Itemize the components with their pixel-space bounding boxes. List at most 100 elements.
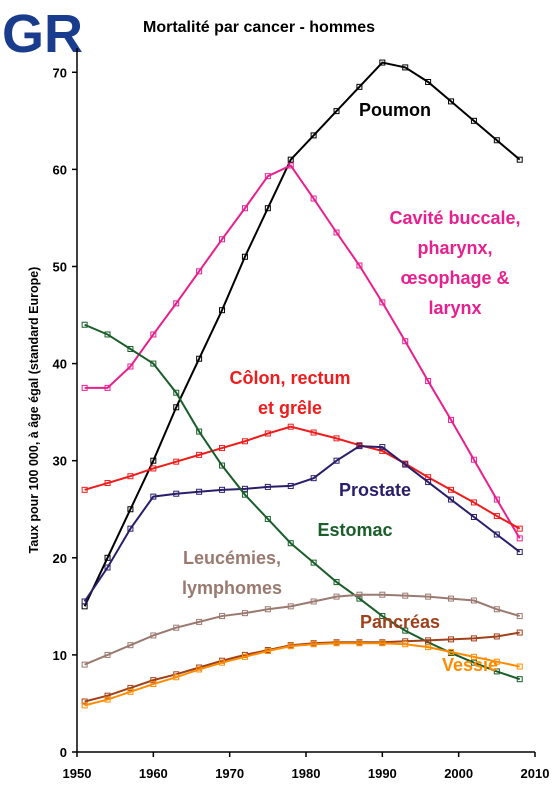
data-point: [425, 378, 432, 385]
data-point: [127, 346, 134, 353]
data-point: [493, 633, 500, 640]
data-point: [196, 618, 203, 625]
data-point: [402, 338, 409, 345]
data-point: [493, 496, 500, 503]
data-point: [104, 480, 111, 487]
data-point: [104, 696, 111, 703]
y-tick-label: 10: [53, 648, 67, 663]
data-point: [333, 579, 340, 586]
data-point: [448, 648, 455, 655]
data-point: [333, 593, 340, 600]
data-point: [516, 548, 523, 555]
series-line: [84, 642, 520, 707]
data-point: [310, 475, 317, 482]
series-label: Pancréas: [360, 612, 440, 632]
data-point: [150, 360, 157, 367]
x-tick-label: 1960: [139, 766, 168, 781]
data-point: [425, 637, 432, 644]
data-point: [516, 613, 523, 620]
data-point: [150, 493, 157, 500]
data-point: [333, 640, 340, 647]
data-point: [104, 692, 111, 699]
data-point: [264, 606, 271, 613]
data-point: [150, 465, 157, 472]
data-point: [150, 681, 157, 688]
data-point: [287, 162, 294, 169]
data-point: [516, 525, 523, 532]
data-point: [241, 485, 248, 492]
data-point: [287, 643, 294, 650]
data-point: [379, 447, 386, 454]
data-point: [379, 640, 386, 647]
series-line: [83, 61, 521, 607]
series-label: larynx: [428, 298, 481, 318]
data-point: [81, 661, 88, 668]
data-point: [81, 698, 88, 705]
data-point: [264, 430, 271, 437]
x-tick-label: 1970: [215, 766, 244, 781]
data-point: [241, 491, 248, 498]
series-label: Poumon: [359, 100, 431, 120]
y-tick-label: 30: [53, 454, 67, 469]
data-point: [493, 658, 500, 665]
data-point: [516, 535, 523, 542]
data-point: [104, 651, 111, 658]
series-label: et grêle: [258, 398, 322, 418]
data-point: [219, 486, 226, 493]
data-point: [448, 496, 455, 503]
data-point: [310, 559, 317, 566]
data-point: [219, 445, 226, 452]
data-point: [333, 108, 340, 115]
chart-title: Mortalité par cancer - hommes: [143, 19, 375, 36]
data-point: [150, 632, 157, 639]
data-point: [127, 525, 134, 532]
data-point: [402, 627, 409, 634]
data-point: [150, 457, 157, 464]
data-point: [310, 132, 317, 139]
data-point: [516, 663, 523, 670]
data-point: [470, 659, 477, 666]
data-point: [173, 300, 180, 307]
data-point: [470, 499, 477, 506]
data-point: [127, 363, 134, 370]
data-point: [493, 531, 500, 538]
data-point: [470, 635, 477, 642]
data-point: [219, 462, 226, 469]
data-point: [241, 653, 248, 660]
data-point: [516, 629, 523, 636]
data-point: [127, 473, 134, 480]
data-point: [241, 205, 248, 212]
y-tick-label: 70: [53, 65, 67, 80]
data-point: [127, 642, 134, 649]
data-point: [379, 613, 386, 620]
x-tick-label: 2000: [444, 766, 473, 781]
y-tick-label: 40: [53, 357, 67, 372]
series-label: Vessie: [442, 655, 498, 675]
data-point: [264, 515, 271, 522]
data-point: [448, 416, 455, 423]
logo: GR: [2, 4, 83, 64]
data-point: [516, 676, 523, 683]
series-label: Cavité buccale,: [389, 208, 520, 228]
data-point: [333, 229, 340, 236]
data-point: [150, 677, 157, 684]
data-point: [448, 486, 455, 493]
y-axis-label: Taux pour 100 000, à âge égal (standard …: [27, 267, 41, 554]
data-point: [333, 435, 340, 442]
data-point: [264, 483, 271, 490]
data-point: [173, 458, 180, 465]
data-point: [470, 514, 477, 521]
data-point: [81, 321, 88, 328]
y-tick-label: 50: [53, 259, 67, 274]
series-label: lymphomes: [182, 578, 282, 598]
series-label: Leucémies,: [183, 548, 281, 568]
data-point: [173, 674, 180, 681]
y-tick-label: 60: [53, 162, 67, 177]
data-point: [425, 593, 432, 600]
data-point: [425, 644, 432, 651]
data-point: [127, 506, 134, 513]
data-point: [402, 592, 409, 599]
data-point: [356, 262, 363, 269]
x-tick-label: 1990: [368, 766, 397, 781]
